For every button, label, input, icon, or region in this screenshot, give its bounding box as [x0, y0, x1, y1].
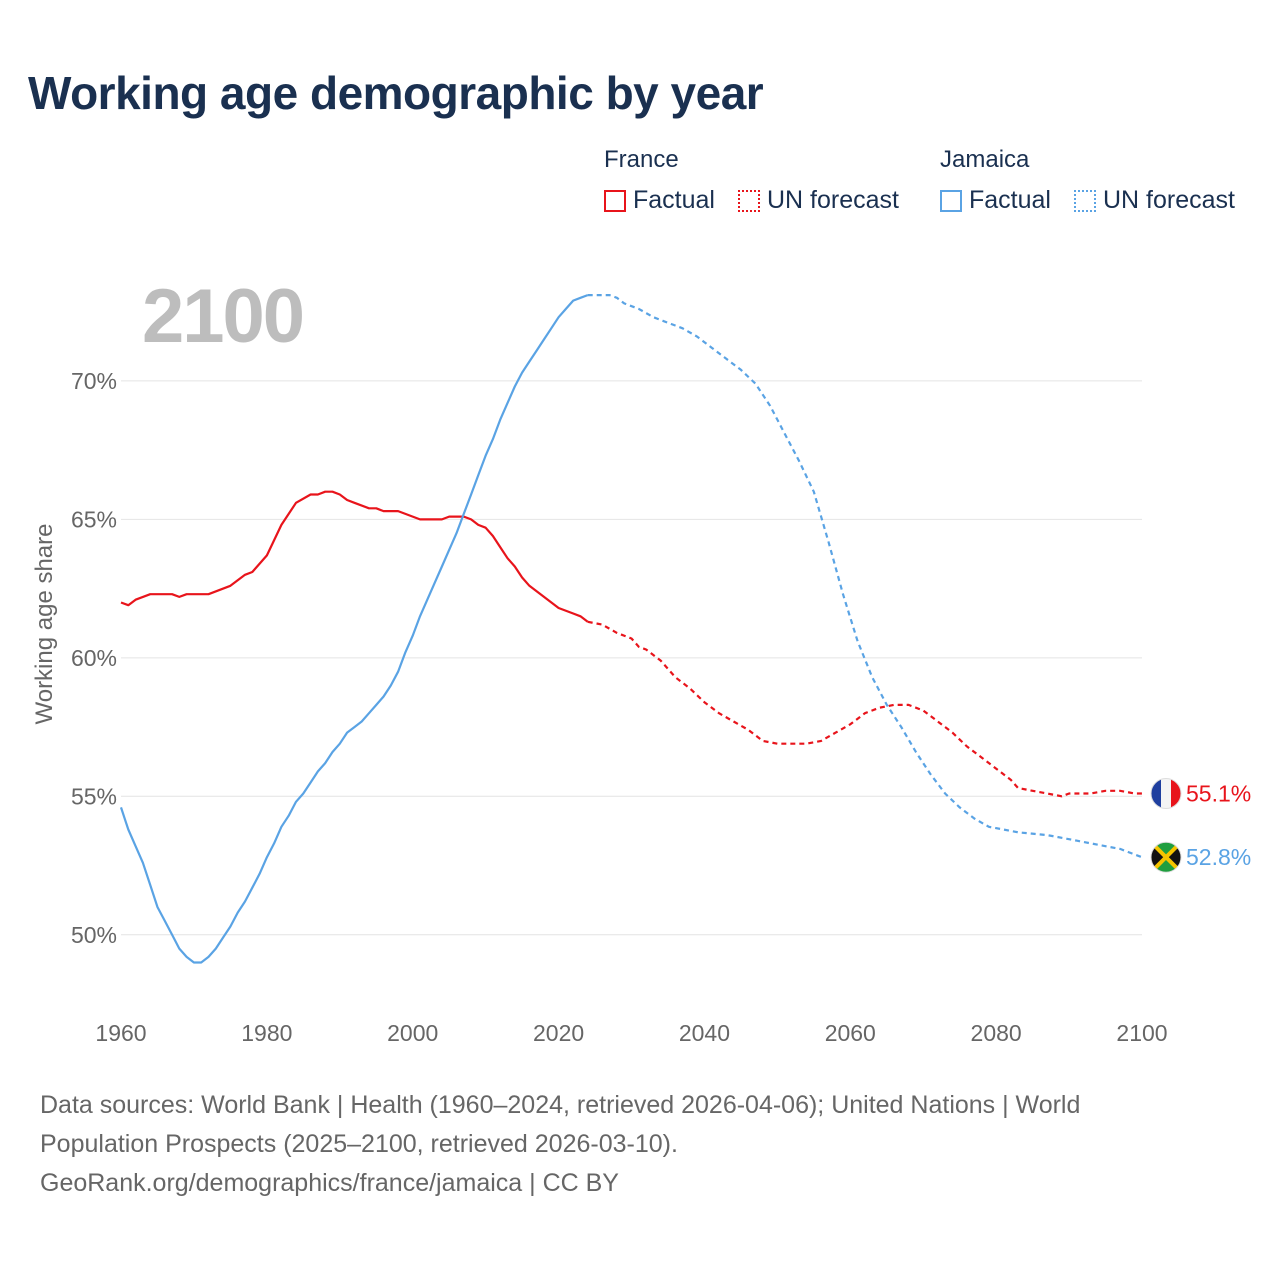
- legend-france-factual-swatch: [604, 189, 626, 212]
- series-line-france-forecast[interactable]: [587, 620, 1142, 798]
- series: [119, 294, 1143, 964]
- france-flag-icon: [1150, 778, 1182, 809]
- series-line-jamaica-forecast[interactable]: [587, 294, 1143, 859]
- chart-title: Working age demographic by year: [28, 67, 764, 119]
- x-tick-label: 2060: [825, 1020, 876, 1046]
- legend-france-forecast[interactable]: UN forecast: [738, 186, 899, 215]
- legend-france-forecast-swatch: [738, 189, 760, 212]
- axes: 50% 55% 60% 65% 70% 1960 1980 2000 2020 2040 2060 2…: [71, 368, 1168, 1046]
- legend-jamaica-factual-swatch: [940, 189, 962, 212]
- x-tick-label: 1960: [95, 1020, 146, 1046]
- x-tick-label: 2080: [971, 1020, 1022, 1046]
- footer-sources: Data sources: World Bank | Health (1960–…: [40, 1086, 1200, 1203]
- y-tick-label: 65%: [71, 506, 117, 532]
- legend-france-factual[interactable]: Factual: [604, 186, 715, 215]
- year-watermark: 2100: [142, 274, 303, 359]
- x-tick-label: 2100: [1116, 1020, 1167, 1046]
- x-tick-label: 2020: [533, 1020, 584, 1046]
- end-label-france: 55.1%: [1186, 781, 1251, 807]
- y-tick-label: 55%: [71, 783, 117, 809]
- jamaica-flag-icon: [1150, 841, 1182, 873]
- legend-jamaica-forecast-label: UN forecast: [1103, 186, 1235, 214]
- legend-france-factual-label: Factual: [633, 186, 715, 214]
- legend-jamaica-factual-label: Factual: [969, 186, 1051, 214]
- series-line-jamaica-factual[interactable]: [119, 294, 589, 964]
- legend-jamaica-forecast-swatch: [1074, 189, 1096, 212]
- legend-jamaica-title: Jamaica: [940, 146, 1030, 173]
- line-chart: 2100 50% 55% 60% 65% 70% 1960 1980 2000 2020 2040…: [31, 274, 1251, 1046]
- end-label-jamaica: 52.8%: [1186, 844, 1251, 870]
- legend-france-title: France: [604, 146, 679, 173]
- y-tick-label: 70%: [71, 368, 117, 394]
- footer-line-2: Population Prospects (2025–2100, retriev…: [40, 1130, 678, 1158]
- y-tick-label: 60%: [71, 645, 117, 671]
- x-tick-label: 2040: [679, 1020, 730, 1046]
- y-tick-label: 50%: [71, 922, 117, 948]
- legend-jamaica-factual[interactable]: Factual: [940, 186, 1051, 215]
- x-tick-label: 2000: [387, 1020, 438, 1046]
- series-line-france-factual[interactable]: [120, 490, 589, 623]
- footer-line-1: Data sources: World Bank | Health (1960–…: [40, 1091, 1081, 1119]
- legend-jamaica-forecast[interactable]: UN forecast: [1074, 186, 1235, 215]
- legend-france-forecast-label: UN forecast: [767, 186, 899, 214]
- end-labels: 55.1% 52.8%: [1150, 778, 1251, 873]
- y-axis-label: Working age share: [31, 524, 58, 725]
- gridlines: [121, 380, 1142, 936]
- x-tick-label: 1980: [241, 1020, 292, 1046]
- footer-line-3[interactable]: GeoRank.org/demographics/france/jamaica …: [40, 1169, 619, 1197]
